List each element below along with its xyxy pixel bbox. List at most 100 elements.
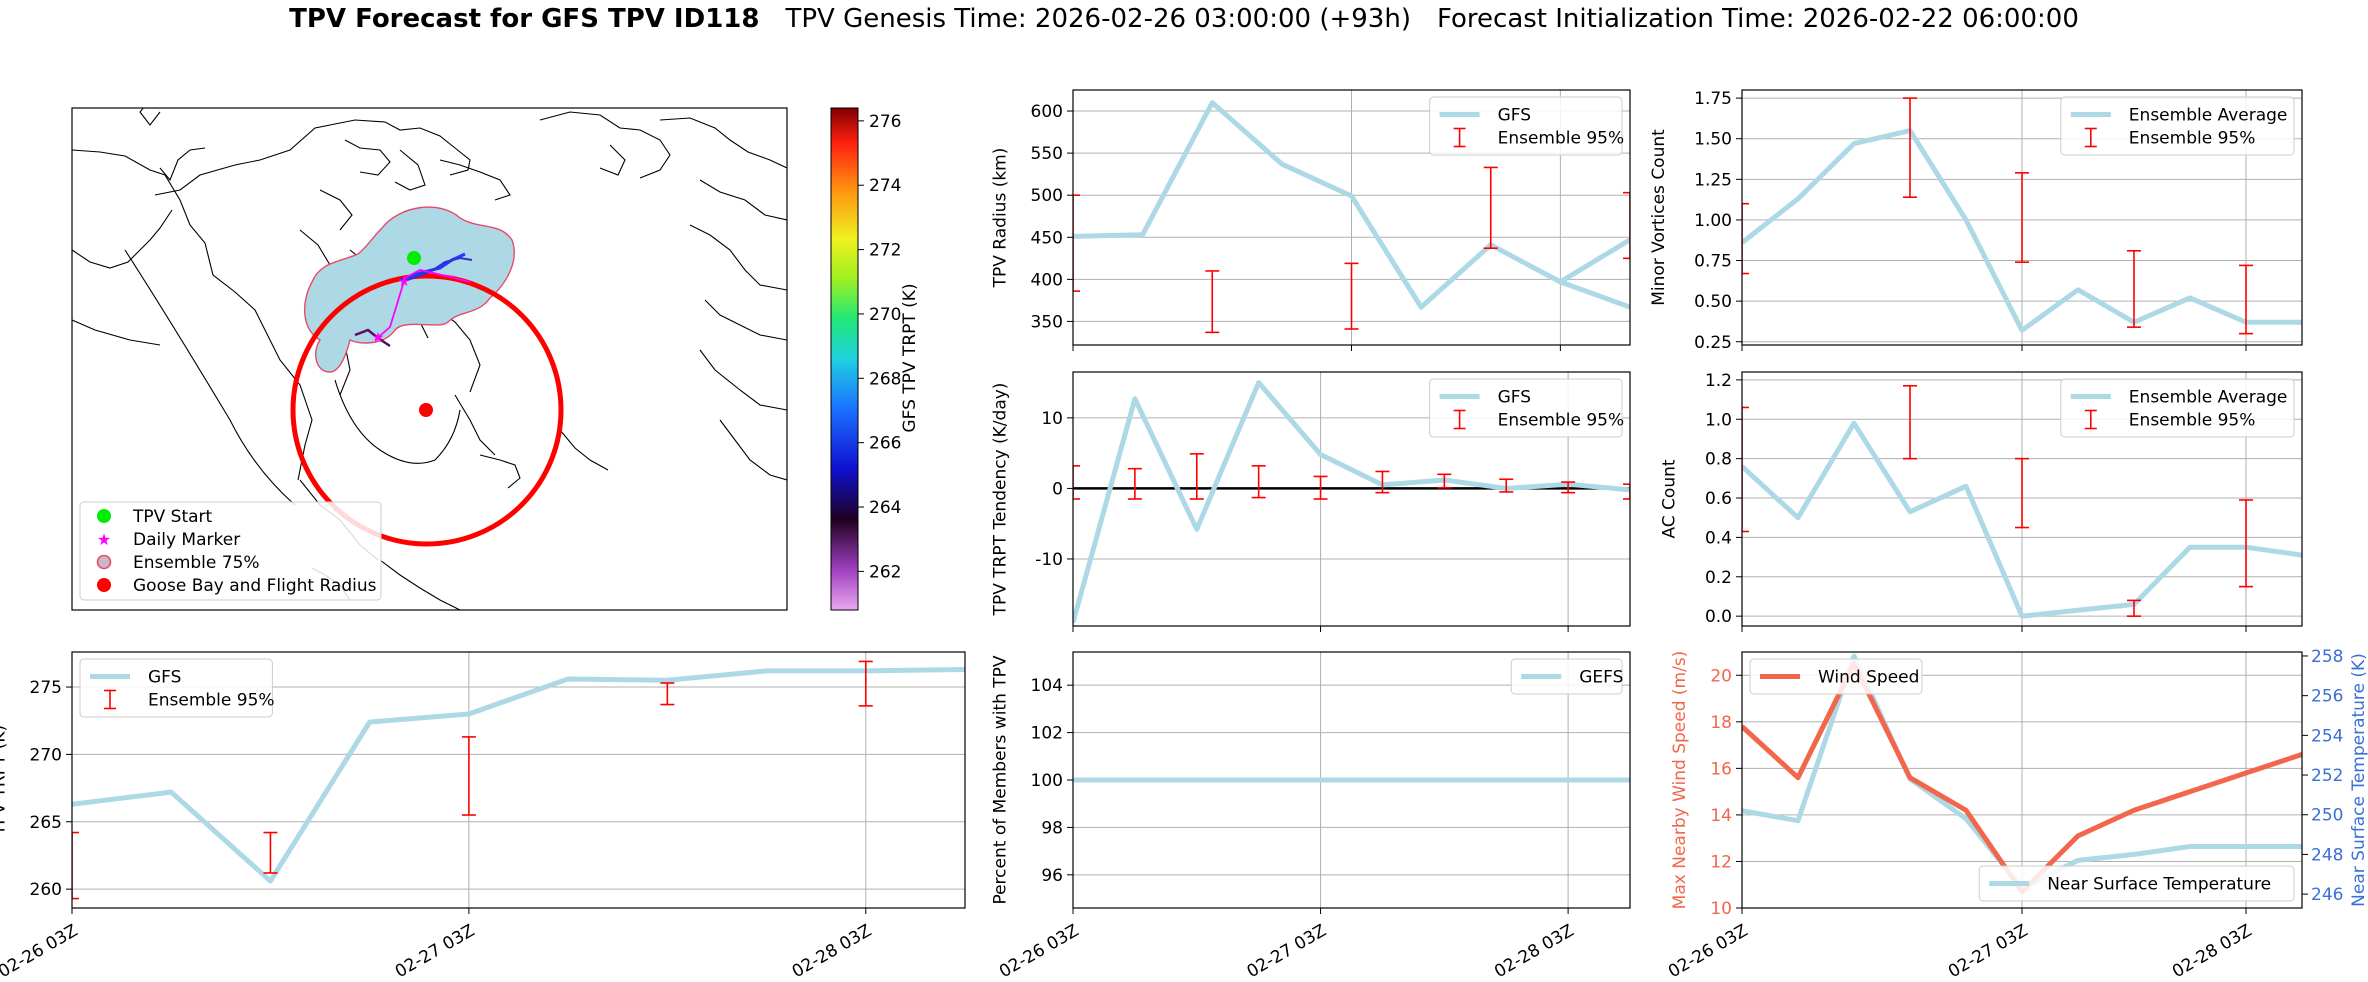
series-line [1073, 380, 1630, 624]
axes-frame [1072, 371, 1631, 627]
y-tick-label: 275 [30, 678, 62, 698]
errorbars [1742, 384, 2253, 617]
y-tick-label: 12 [1710, 852, 1732, 872]
y-tick-label: 0 [1052, 479, 1063, 499]
x-tick-label: 02-27 03Z [1244, 921, 1330, 982]
errorbars [72, 660, 873, 900]
colorbar-tick-label: 274 [869, 176, 901, 196]
y-tick-label: -10 [1035, 550, 1063, 570]
legend-label: Ensemble 95% [1498, 129, 1625, 149]
y-tick-label: 260 [30, 880, 62, 900]
daily-marker-track [374, 269, 471, 341]
map-legend-label: Goose Bay and Flight Radius [133, 576, 377, 596]
y-right-axis-label: Near Surface Temperature (K) [2349, 653, 2368, 907]
y-tick-label: 1.0 [1705, 410, 1732, 430]
y-tick-label: 16 [1710, 759, 1732, 779]
plot-area [72, 667, 965, 884]
figure-title-main: TPV Forecast for GFS TPV ID118 [289, 4, 760, 34]
x-tick-label: 02-27 03Z [1945, 921, 2031, 982]
legend-box [1429, 378, 1623, 438]
y-tick-label: 10 [1041, 409, 1063, 429]
colorbar-tick-label: 264 [869, 498, 901, 518]
map-legend: TPV Start ★ Daily Marker Ensemble 75% Go… [79, 501, 382, 601]
map-legend-label: Ensemble 75% [133, 553, 260, 573]
y-tick-label: 600 [1031, 102, 1063, 122]
legend-label: GFS [1498, 388, 1531, 408]
colorbar-label: GFS TPV TRPT (K) [900, 283, 920, 432]
series-line-tail [1559, 279, 1630, 310]
plot-area [1742, 128, 2302, 333]
figure-title-genesis: TPV Genesis Time: 2026-02-26 03:00:00 (+… [785, 4, 1411, 34]
colorbar-tick-label: 276 [869, 112, 901, 132]
map-legend-label: TPV Start [132, 507, 213, 527]
y-tick-label: 0.75 [1694, 252, 1732, 272]
series-line [1742, 420, 2302, 619]
daily-marker-star: ★ [398, 274, 411, 290]
chart-ac: 0.0 0.2 0.4 0.6 0.8 1.0 1.2 AC Count Ensemble Av… [1660, 371, 2303, 632]
legend-box [1749, 658, 1923, 695]
y-tick-label: 14 [1710, 806, 1732, 826]
y-tick-label: 96 [1041, 866, 1063, 886]
legend-box [1510, 658, 1623, 695]
y-tick-label: 104 [1031, 676, 1063, 696]
x-tick-label: 02-27 03Z [392, 921, 478, 982]
daily-marker-star: ★ [372, 330, 385, 346]
legend-label: Ensemble Average [2129, 388, 2288, 408]
y-tick-label: 102 [1031, 724, 1063, 744]
x-tick-label: 02-28 03Z [1491, 921, 1577, 982]
green-dot-icon [97, 509, 111, 523]
chart-tendency: -10 0 10 TPV TRPT Tendency (K/day) GFS Ensemb… [991, 371, 1631, 632]
y-tick-label: 0.8 [1705, 450, 1732, 470]
plot-area [1073, 380, 1630, 624]
y-right-tick-label: 248 [2311, 845, 2343, 865]
y-tick-label: 1.50 [1694, 130, 1732, 150]
y-tick-label: 1.2 [1705, 371, 1732, 391]
y-right-tick-label: 254 [2311, 726, 2343, 746]
goose-bay-marker [419, 403, 433, 417]
x-tick-label: 02-28 03Z [2169, 921, 2255, 982]
map-panel: ★ ★ TPV Start ★ Daily Marker Ensemble 75… [71, 107, 920, 611]
legend-label: GFS [148, 668, 181, 688]
y-tick-label: 0.50 [1694, 292, 1732, 312]
series-line [1073, 100, 1630, 310]
y-tick-label: 100 [1031, 771, 1063, 791]
legend-label: Ensemble 95% [2129, 129, 2256, 149]
y-right-tick-label: 258 [2311, 647, 2343, 667]
y-tick-label: 550 [1031, 144, 1063, 164]
y-tick-label: 400 [1031, 270, 1063, 290]
chart-trpt: 260 265 270 275 02-26 03Z 02-27 03Z 02-28 03Z T… [0, 651, 966, 982]
y-tick-label: 0.25 [1694, 333, 1732, 353]
y-tick-label: 0.0 [1705, 607, 1732, 627]
y-axis-label: Max Nearby Wind Speed (m/s) [1670, 651, 1690, 910]
legend-label: Ensemble 95% [148, 691, 275, 711]
legend-label: Ensemble 95% [1498, 411, 1625, 431]
y-axis-label: Minor Vortices Count [1649, 129, 1669, 306]
y-axis-label: TPV Radius (km) [991, 148, 1011, 289]
y-tick-label: 0.6 [1705, 489, 1732, 509]
legend-label: Wind Speed [1818, 668, 1919, 688]
legend-label: GEFS [1579, 668, 1623, 688]
y-tick-label: 450 [1031, 228, 1063, 248]
chart-minor: 0.25 0.50 0.75 1.00 1.25 1.50 1.75 Minor Vortic… [1649, 89, 2303, 353]
y-tick-label: 20 [1710, 666, 1732, 686]
x-tick-label: 02-26 03Z [1665, 921, 1751, 982]
legend-label: Ensemble 95% [2129, 411, 2256, 431]
pink-ring-icon [96, 554, 112, 570]
x-tick-label: 02-28 03Z [789, 921, 875, 982]
goose-bay-flight-radius [290, 273, 564, 547]
errorbars [1742, 97, 2253, 335]
legend-box [1429, 96, 1623, 156]
chart-wind: 10 12 14 16 18 20 246 248 250 252 254 256 258 Near Su… [1665, 647, 2368, 982]
legend-box [2060, 378, 2295, 438]
colorbar-tick-label: 262 [869, 562, 901, 582]
chart-percent: 96 98 100 102 104 02-26 03Z 02-27 03Z 02-28 03Z… [991, 651, 1631, 982]
tpv-start-marker [407, 251, 421, 265]
colorbar-tick-label: 272 [869, 241, 901, 261]
legend-box [79, 658, 273, 718]
y-tick-label: 500 [1031, 186, 1063, 206]
y-tick-label: 0.2 [1705, 568, 1732, 588]
legend-box [2060, 96, 2295, 156]
y-tick-label: 265 [30, 813, 62, 833]
legend-label: GFS [1498, 106, 1531, 126]
